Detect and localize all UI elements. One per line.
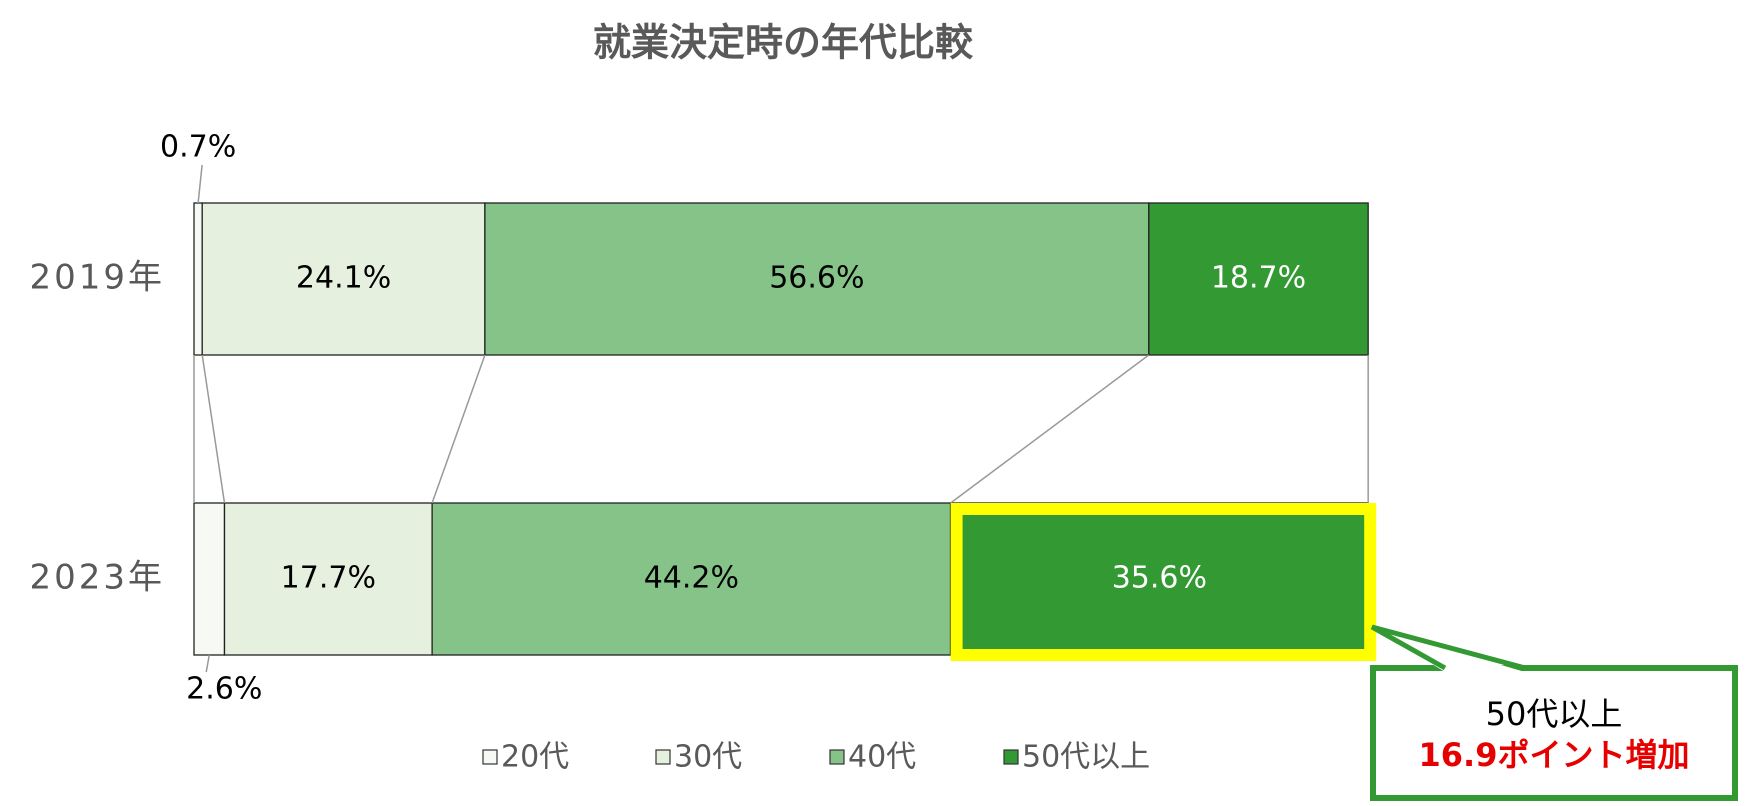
- data-label: 56.6%: [769, 261, 864, 296]
- legend-marker: [1003, 749, 1019, 765]
- annotation: 16.9ポイント増加: [1419, 736, 1690, 774]
- legend-marker: [829, 749, 845, 765]
- data-label: 44.2%: [644, 561, 739, 596]
- bar-segment: [484, 202, 1150, 356]
- legend-label: 40代: [848, 740, 916, 775]
- data-label: 2.6%: [186, 672, 262, 707]
- category-label: 2023年: [29, 558, 165, 598]
- callout-pointer: [1370, 624, 1526, 671]
- legend-label: 20代: [501, 740, 569, 775]
- data-label: 17.7%: [281, 561, 376, 596]
- bar-segment: [193, 502, 226, 656]
- annotation: 50代以上: [1486, 695, 1623, 733]
- bar-segment: [431, 502, 952, 656]
- bar-segment: [193, 202, 203, 356]
- category-label: 2019年: [29, 258, 165, 298]
- legend-label: 30代: [674, 740, 742, 775]
- connector-line: [431, 354, 486, 504]
- leader-line: [205, 654, 210, 673]
- legend-marker: [655, 749, 671, 765]
- data-label: 0.7%: [160, 130, 236, 165]
- bar-segment: [949, 502, 1369, 656]
- legend-label: 50代以上: [1022, 740, 1150, 775]
- data-label: 24.1%: [296, 261, 391, 296]
- bar-segment: [1148, 202, 1369, 356]
- leader-line: [197, 164, 203, 204]
- bar-segment: [223, 502, 433, 656]
- bar-segment: [201, 202, 486, 356]
- data-label: 18.7%: [1211, 261, 1306, 296]
- data-label: 35.6%: [1112, 561, 1207, 596]
- connector-line: [950, 354, 1150, 504]
- legend-marker: [482, 749, 498, 765]
- chart-title: 就業決定時の年代比較: [593, 21, 974, 65]
- connector-line: [201, 354, 226, 504]
- callout-box: [1370, 665, 1738, 801]
- highlight-box: [950, 503, 1377, 661]
